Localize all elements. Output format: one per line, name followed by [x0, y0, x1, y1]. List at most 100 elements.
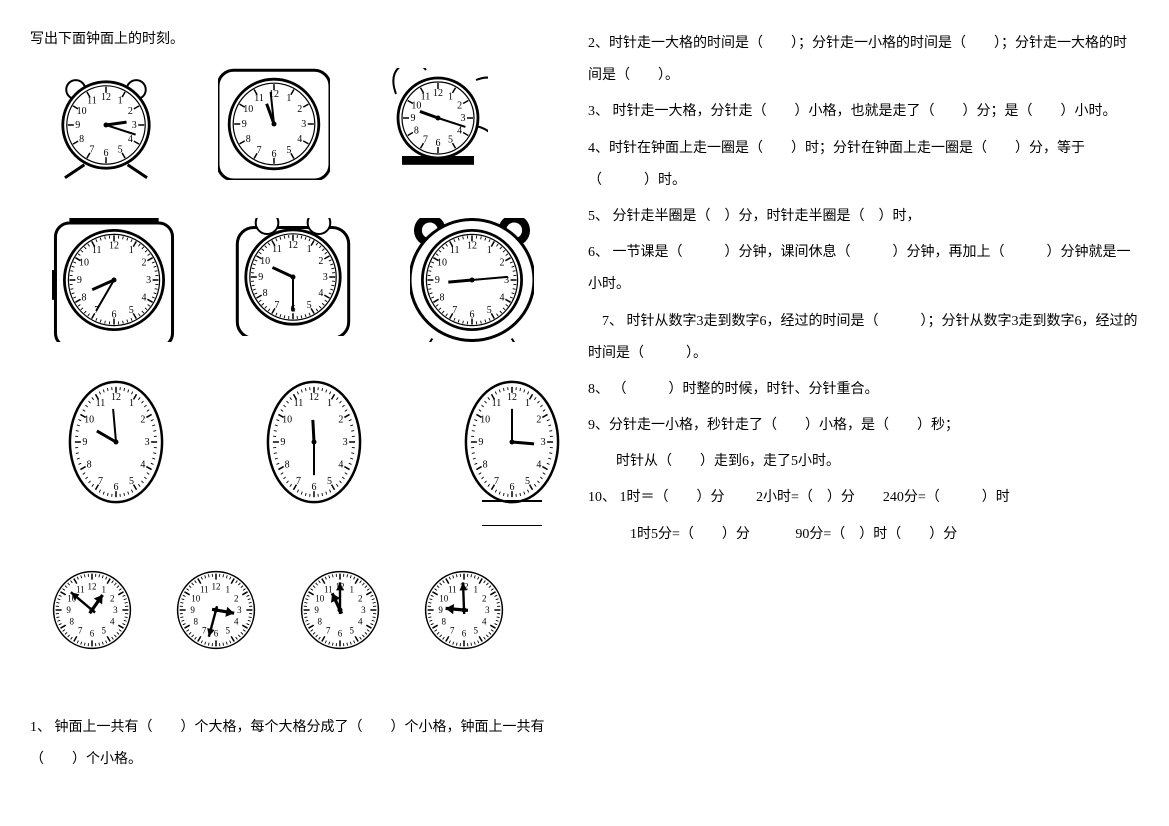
svg-text:7: 7 [78, 625, 83, 635]
svg-text:6: 6 [104, 148, 109, 159]
svg-text:11: 11 [492, 398, 502, 409]
svg-text:9: 9 [242, 119, 247, 130]
svg-text:2: 2 [338, 414, 343, 425]
svg-text:6: 6 [90, 628, 95, 638]
svg-text:11: 11 [450, 245, 460, 256]
svg-text:12: 12 [288, 240, 298, 251]
svg-text:1: 1 [225, 585, 230, 595]
svg-text:2: 2 [318, 256, 323, 267]
svg-text:7: 7 [450, 625, 455, 635]
svg-text:12: 12 [101, 92, 111, 103]
svg-text:5: 5 [101, 625, 106, 635]
svg-text:2: 2 [536, 414, 541, 425]
svg-text:10: 10 [77, 106, 87, 117]
question-4: 4、时针在钟面上走一圈是（ ）时；分针在钟面上走一圈是（ ）分，等于（ ）时。 [588, 133, 1138, 197]
question-6: 6、 一节课是（ ）分钟，课间休息（ ）分钟，再加上（ ）分钟就是一小时。 [588, 237, 1138, 301]
svg-text:10: 10 [282, 414, 292, 425]
svg-text:3: 3 [461, 113, 466, 124]
svg-text:6: 6 [114, 482, 119, 493]
svg-text:4: 4 [128, 134, 133, 145]
left-column: 写出下面钟面上的时刻。 1234567891011121234567891011… [0, 0, 584, 826]
clock-face: 123456789101112 [218, 68, 330, 182]
svg-text:4: 4 [358, 617, 363, 627]
svg-text:5: 5 [525, 476, 530, 487]
svg-text:12: 12 [109, 240, 119, 251]
svg-text:1: 1 [101, 585, 106, 595]
svg-text:2: 2 [499, 258, 504, 269]
svg-text:9: 9 [82, 437, 87, 448]
svg-text:2: 2 [297, 104, 302, 115]
clock-face: 123456789101112 [52, 378, 180, 526]
svg-text:1: 1 [307, 244, 312, 255]
svg-text:2: 2 [110, 593, 115, 603]
svg-text:5: 5 [225, 625, 230, 635]
svg-text:7: 7 [423, 135, 428, 146]
svg-text:10: 10 [260, 256, 270, 267]
svg-text:6: 6 [436, 138, 441, 149]
svg-text:6: 6 [214, 628, 219, 638]
svg-text:4: 4 [110, 617, 115, 627]
svg-text:9: 9 [75, 120, 80, 131]
svg-text:1: 1 [129, 398, 134, 409]
svg-text:3: 3 [132, 120, 137, 131]
svg-text:3: 3 [323, 272, 328, 283]
svg-text:10: 10 [191, 593, 201, 603]
clock-face: 123456789101112 [168, 562, 264, 658]
svg-text:9: 9 [478, 437, 483, 448]
svg-text:2: 2 [358, 593, 363, 603]
svg-text:10: 10 [79, 258, 89, 269]
svg-text:2: 2 [234, 593, 239, 603]
svg-text:8: 8 [414, 126, 419, 137]
svg-text:3: 3 [485, 605, 490, 615]
svg-text:11: 11 [254, 93, 264, 104]
svg-text:12: 12 [507, 392, 517, 403]
right-column: 2、时针走一大格的时间是（ ）；分针走一小格的时间是（ ）；分针走一大格的时间是… [584, 0, 1168, 826]
svg-text:8: 8 [317, 617, 322, 627]
svg-text:10: 10 [84, 414, 94, 425]
svg-text:1: 1 [448, 91, 453, 102]
clock-face: 123456789101112 [410, 218, 534, 342]
svg-text:5: 5 [327, 476, 332, 487]
svg-text:12: 12 [212, 582, 221, 592]
svg-text:11: 11 [200, 585, 209, 595]
svg-text:6: 6 [470, 310, 475, 321]
svg-text:1: 1 [487, 245, 492, 256]
svg-text:9: 9 [77, 275, 82, 286]
svg-text:9: 9 [314, 605, 319, 615]
svg-text:3: 3 [145, 437, 150, 448]
svg-text:10: 10 [439, 593, 449, 603]
svg-text:5: 5 [473, 625, 478, 635]
clock-face: 123456789101112 [52, 218, 176, 342]
svg-text:2: 2 [141, 258, 146, 269]
svg-text:11: 11 [76, 585, 85, 595]
svg-text:9: 9 [435, 275, 440, 286]
svg-text:5: 5 [118, 144, 123, 155]
svg-text:7: 7 [257, 145, 262, 156]
svg-text:4: 4 [318, 288, 323, 299]
svg-text:5: 5 [129, 476, 134, 487]
svg-text:4: 4 [140, 460, 145, 471]
clock-grid: 1234567891011121234567891011121234567891… [30, 68, 574, 658]
question-7: 7、 时针从数字3走到数字6，经过的时间是（ ）；分针从数字3走到数字6，经过的… [588, 306, 1138, 370]
svg-text:7: 7 [452, 305, 457, 316]
svg-text:4: 4 [499, 292, 504, 303]
svg-text:3: 3 [146, 275, 151, 286]
svg-text:3: 3 [343, 437, 348, 448]
svg-text:6: 6 [338, 628, 343, 638]
svg-text:8: 8 [82, 292, 87, 303]
svg-text:4: 4 [297, 134, 302, 145]
clock-face: 123456789101112 [292, 562, 388, 658]
svg-text:7: 7 [89, 144, 94, 155]
svg-text:8: 8 [285, 460, 290, 471]
svg-text:2: 2 [140, 414, 145, 425]
question-8: 8、 （ ）时整的时候，时针、分针重合。 [588, 374, 1138, 406]
svg-text:1: 1 [473, 585, 478, 595]
question-1: 1、 钟面上一共有（ ）个大格，每个大格分成了（ ）个小格，钟面上一共有（ ）个… [30, 712, 574, 776]
svg-text:10: 10 [437, 258, 447, 269]
svg-text:8: 8 [441, 617, 446, 627]
svg-text:5: 5 [307, 300, 312, 311]
svg-text:8: 8 [193, 617, 198, 627]
clock-row-3: 1234567891011121234567891011121234567891… [30, 378, 574, 526]
svg-text:12: 12 [467, 240, 477, 251]
svg-text:11: 11 [92, 245, 102, 256]
